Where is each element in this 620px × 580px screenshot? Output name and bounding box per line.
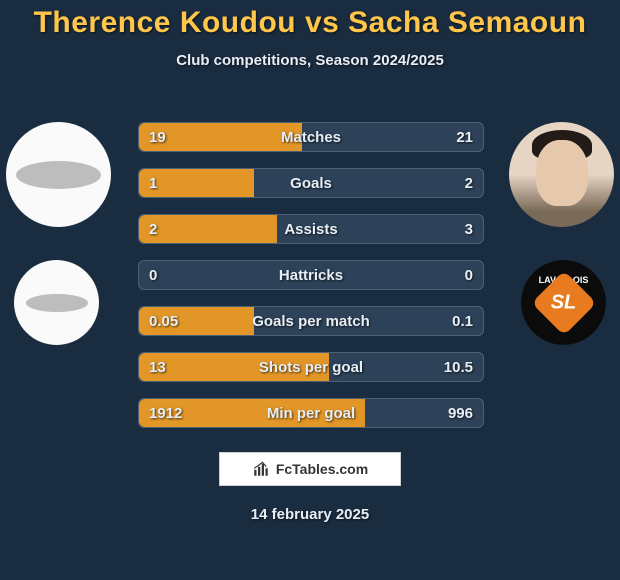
stat-right-value: 996 bbox=[448, 405, 483, 422]
stat-right-value: 2 bbox=[465, 175, 483, 192]
badge-center-text: SL bbox=[551, 291, 577, 314]
stat-row: 2Assists3 bbox=[138, 214, 484, 244]
badge-lavallois-icon: LAVALLOIS SL bbox=[521, 260, 606, 345]
club-left-badge bbox=[14, 260, 99, 345]
player-right-avatar bbox=[509, 122, 614, 227]
stat-label: Shots per goal bbox=[139, 359, 483, 376]
stat-right-value: 21 bbox=[456, 129, 483, 146]
stat-label: Assists bbox=[139, 221, 483, 238]
stat-row: 0.05Goals per match0.1 bbox=[138, 306, 484, 336]
stat-label: Goals bbox=[139, 175, 483, 192]
avatar-photo-icon bbox=[509, 122, 614, 227]
subtitle: Club competitions, Season 2024/2025 bbox=[0, 52, 620, 69]
date-label: 14 february 2025 bbox=[0, 506, 620, 523]
source-logo: FcTables.com bbox=[219, 452, 401, 486]
club-right-badge: LAVALLOIS SL bbox=[521, 260, 606, 345]
badge-placeholder-icon bbox=[14, 260, 99, 345]
source-label: FcTables.com bbox=[276, 461, 368, 477]
stat-right-value: 0 bbox=[465, 267, 483, 284]
chart-icon bbox=[252, 460, 270, 478]
player-left-avatar bbox=[6, 122, 111, 227]
stat-label: Matches bbox=[139, 129, 483, 146]
stat-label: Hattricks bbox=[139, 267, 483, 284]
stat-row: 19Matches21 bbox=[138, 122, 484, 152]
stats-bars: 19Matches211Goals22Assists30Hattricks00.… bbox=[138, 122, 484, 444]
stat-row: 0Hattricks0 bbox=[138, 260, 484, 290]
stat-row: 13Shots per goal10.5 bbox=[138, 352, 484, 382]
stat-row: 1Goals2 bbox=[138, 168, 484, 198]
stat-right-value: 10.5 bbox=[444, 359, 483, 376]
stat-row: 1912Min per goal996 bbox=[138, 398, 484, 428]
page-title: Therence Koudou vs Sacha Semaoun bbox=[0, 0, 620, 40]
stat-right-value: 3 bbox=[465, 221, 483, 238]
stat-label: Goals per match bbox=[139, 313, 483, 330]
comparison-card: Therence Koudou vs Sacha Semaoun Club co… bbox=[0, 0, 620, 580]
stat-label: Min per goal bbox=[139, 405, 483, 422]
stat-right-value: 0.1 bbox=[452, 313, 483, 330]
avatar-placeholder-icon bbox=[6, 122, 111, 227]
